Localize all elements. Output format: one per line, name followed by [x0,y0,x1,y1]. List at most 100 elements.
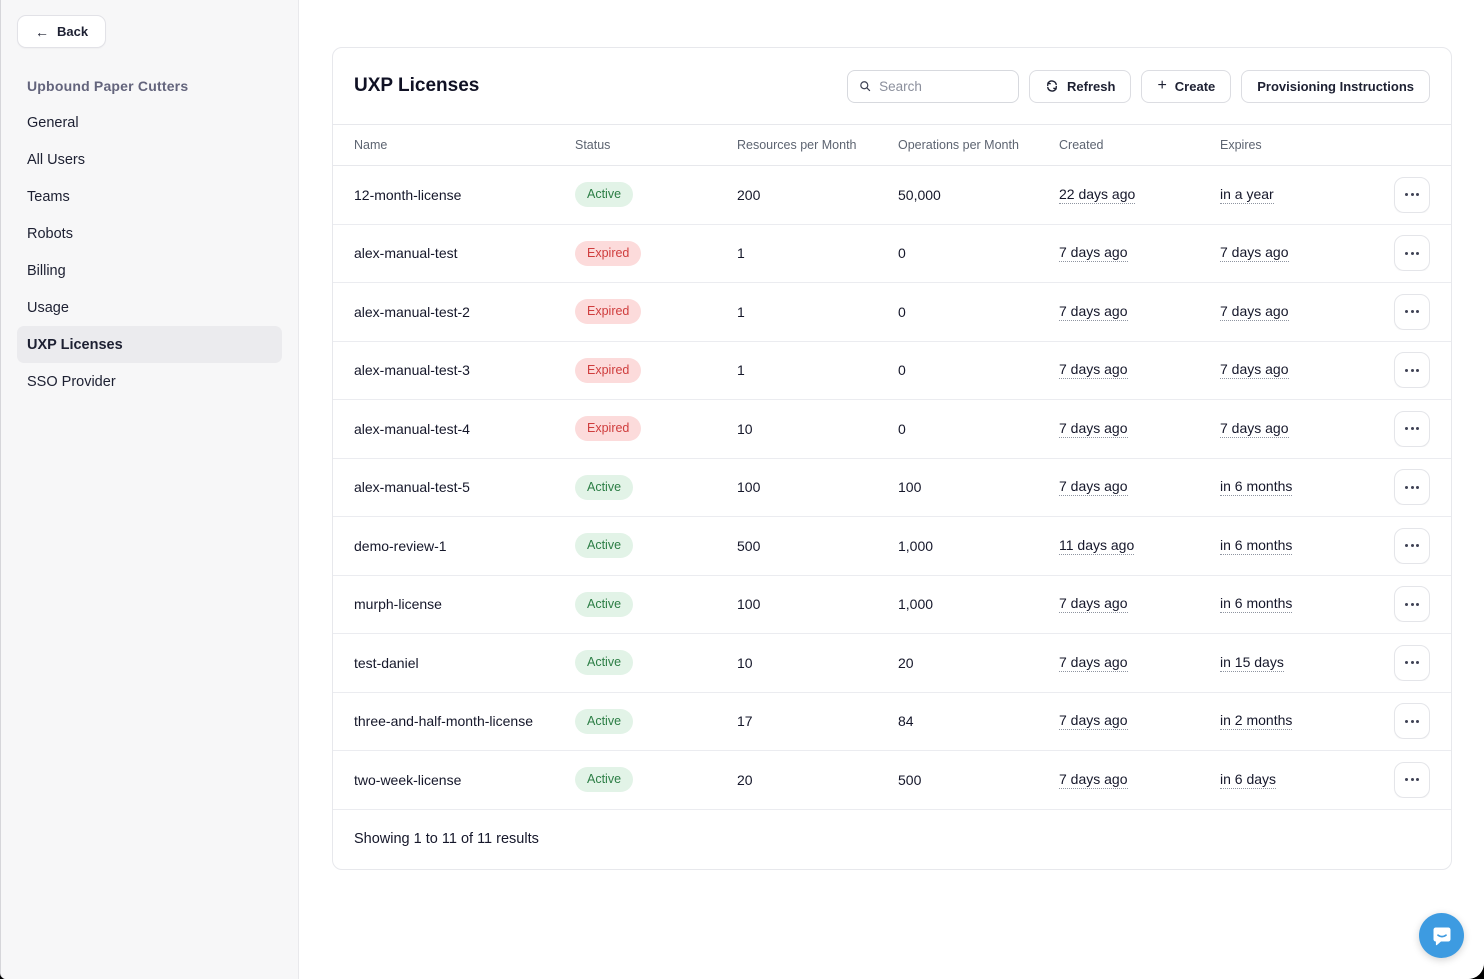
status-badge: Expired [575,299,642,325]
row-actions-button[interactable] [1394,176,1430,213]
row-actions-button[interactable] [1394,235,1430,272]
provisioning-instructions-label: Provisioning Instructions [1257,78,1414,94]
table-row[interactable]: alex-manual-test-2 Expired 1 0 7 days ag… [333,283,1451,342]
row-actions-button[interactable] [1394,703,1430,740]
row-actions-button[interactable] [1394,586,1430,623]
resources-per-month: 1 [737,303,745,320]
table-row[interactable]: alex-manual-test Expired 1 0 7 days ago … [333,225,1451,283]
operations-per-month: 84 [898,713,914,730]
created-date[interactable]: 7 days ago [1059,595,1128,614]
expires-date[interactable]: 7 days ago [1220,244,1289,263]
created-date[interactable]: 7 days ago [1059,244,1128,263]
status-badge: Active [575,533,634,559]
expires-date[interactable]: in a year [1220,185,1274,204]
search-input[interactable] [879,78,1008,94]
column-header: Resources per Month [737,138,857,152]
status-badge: Expired [575,416,642,442]
table-row[interactable]: alex-manual-test-4 Expired 10 0 7 days a… [333,400,1451,459]
provisioning-instructions-button[interactable]: Provisioning Instructions [1241,69,1430,103]
row-actions-button[interactable] [1394,469,1430,506]
expires-date[interactable]: 7 days ago [1220,419,1289,438]
license-name: alex-manual-test-2 [354,303,470,320]
back-button[interactable]: ← Back [17,15,107,48]
table-row[interactable]: three-and-half-month-license Active 17 8… [333,693,1451,751]
operations-per-month: 0 [898,245,906,262]
ellipsis-icon [1405,251,1408,255]
status-badge: Expired [575,357,642,383]
sidebar-item-uxp-licenses[interactable]: UXP Licenses [17,326,282,363]
sidebar-item-sso-provider[interactable]: SSO Provider [27,373,116,390]
expires-date[interactable]: 7 days ago [1220,302,1289,321]
created-date[interactable]: 7 days ago [1059,653,1128,672]
ellipsis-icon [1405,485,1408,489]
expires-date[interactable]: in 15 days [1220,653,1284,672]
row-actions-button[interactable] [1394,410,1430,447]
settings-sidebar: ← Back Upbound Paper Cutters General All … [1,0,299,979]
license-name: alex-manual-test-4 [354,420,470,437]
ellipsis-icon [1405,719,1408,723]
table-row[interactable]: alex-manual-test-3 Expired 1 0 7 days ag… [333,342,1451,400]
sidebar-item-teams[interactable]: Teams [27,188,70,205]
table-row[interactable]: alex-manual-test-5 Active 100 100 7 days… [333,459,1451,517]
created-date[interactable]: 7 days ago [1059,419,1128,438]
created-date[interactable]: 11 days ago [1059,536,1135,555]
created-date[interactable]: 7 days ago [1059,302,1128,321]
operations-per-month: 0 [898,303,906,320]
results-count: Showing 1 to 11 of 11 results [354,831,539,848]
expires-date[interactable]: 7 days ago [1220,361,1289,380]
created-date[interactable]: 22 days ago [1059,185,1136,204]
column-header: Status [575,138,611,152]
resources-per-month: 1 [737,362,745,379]
expires-date[interactable]: in 6 months [1220,595,1293,614]
table-row[interactable]: two-week-license Active 20 500 7 days ag… [333,751,1451,810]
status-badge: Active [575,591,634,617]
license-name: three-and-half-month-license [354,713,533,730]
operations-per-month: 0 [898,420,906,437]
created-date[interactable]: 7 days ago [1059,712,1128,731]
expires-date[interactable]: in 6 months [1220,536,1293,555]
row-actions-button[interactable] [1394,293,1430,330]
resources-per-month: 200 [737,186,761,203]
search-icon [860,81,871,92]
sidebar-item-robots[interactable]: Robots [27,225,73,242]
table-row[interactable]: demo-review-1 Active 500 1,000 11 days a… [333,517,1451,576]
created-date[interactable]: 7 days ago [1059,361,1128,380]
license-name: murph-license [354,596,442,613]
sidebar-item-billing[interactable]: Billing [27,262,66,279]
resources-per-month: 10 [737,420,753,437]
resources-per-month: 100 [737,596,761,613]
ellipsis-icon [1405,368,1408,372]
refresh-button[interactable]: Refresh [1029,69,1132,103]
page-title: UXP Licenses [354,75,480,96]
status-badge: Expired [575,240,642,266]
resources-per-month: 500 [737,537,761,554]
created-date[interactable]: 7 days ago [1059,770,1128,789]
row-actions-button[interactable] [1394,644,1430,681]
sidebar-item-usage[interactable]: Usage [27,299,69,316]
sidebar-item-general[interactable]: General [27,114,79,131]
create-button[interactable]: + Create [1141,69,1232,103]
main-content: UXP Licenses [299,0,1484,979]
table-row[interactable]: murph-license Active 100 1,000 7 days ag… [333,576,1451,634]
expires-date[interactable]: in 6 days [1220,770,1277,789]
sidebar-item-all-users[interactable]: All Users [27,151,86,168]
expires-date[interactable]: in 2 months [1220,712,1293,731]
created-date[interactable]: 7 days ago [1059,478,1128,497]
operations-per-month: 1,000 [898,596,934,613]
column-header: Operations per Month [898,138,1019,152]
resources-per-month: 100 [737,479,761,496]
status-badge: Active [575,474,634,500]
expires-date[interactable]: in 6 months [1220,478,1293,497]
column-header: Created [1059,138,1104,152]
org-name: Upbound Paper Cutters [27,78,189,94]
table-row[interactable]: test-daniel Active 10 20 7 days ago in 1… [333,634,1451,693]
table-row[interactable]: 12-month-license Active 200 50,000 22 da… [333,166,1451,225]
row-actions-button[interactable] [1394,527,1430,564]
back-button-label: Back [57,24,89,39]
row-actions-button[interactable] [1394,761,1430,798]
row-actions-button[interactable] [1394,352,1430,389]
chat-launcher-button[interactable] [1419,913,1464,958]
ellipsis-icon [1405,193,1408,197]
license-name: test-daniel [354,654,419,671]
